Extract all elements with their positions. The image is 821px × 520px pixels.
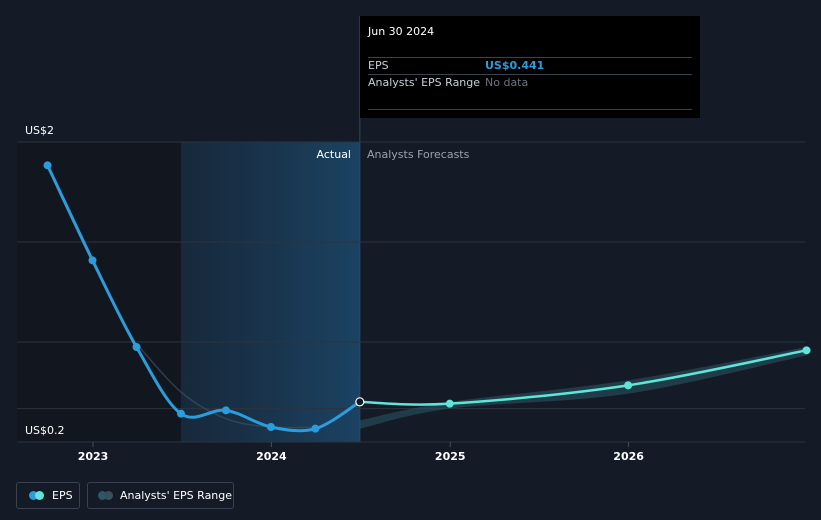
tooltip: Jun 30 2024 EPS US$0.441 Analysts' EPS R… [360,16,700,118]
legend-range-label: Analysts' EPS Range [120,489,233,502]
legend-eps-label: EPS [52,489,73,502]
past-range-trail [135,343,316,429]
y-label-bottom: US$0.2 [25,424,65,437]
eps-point [355,397,365,407]
eps-point [132,343,141,351]
eps-point [176,409,185,418]
legend-eps-button[interactable]: EPS [16,482,80,509]
tooltip-eps-value: US$0.441 [485,59,545,72]
eps-forecast-point [802,346,811,355]
actual-label: Actual [317,148,351,161]
eps-forecast-line [358,349,808,406]
past-shade [17,142,181,442]
x-tick-label: 2023 [78,450,109,463]
eps-point [43,161,52,170]
eps-legend-icon [29,491,45,500]
highlight-region [180,142,360,442]
range-legend-icon [98,491,114,500]
eps-point [266,423,275,431]
eps-forecast-point [445,399,454,408]
forecast-label: Analysts Forecasts [367,148,470,161]
legend-range-button[interactable]: Analysts' EPS Range [87,482,234,509]
tooltip-divider [368,74,692,75]
tooltip-divider [368,109,692,110]
eps-point [88,256,97,265]
analyst-range-band [359,347,807,429]
x-tick-label: 2026 [613,450,644,463]
tooltip-divider [368,57,692,58]
tooltip-range-value: No data [485,76,529,89]
tooltip-eps-label: EPS [368,59,389,72]
x-tick-label: 2025 [435,450,466,463]
tooltip-date: Jun 30 2024 [368,25,435,38]
tooltip-range-label: Analysts' EPS Range [368,76,481,89]
eps-point [221,406,230,415]
x-tick-label: 2024 [256,450,287,463]
y-label-top: US$2 [25,124,54,137]
eps-point [311,424,320,433]
eps-forecast-point [624,381,633,390]
